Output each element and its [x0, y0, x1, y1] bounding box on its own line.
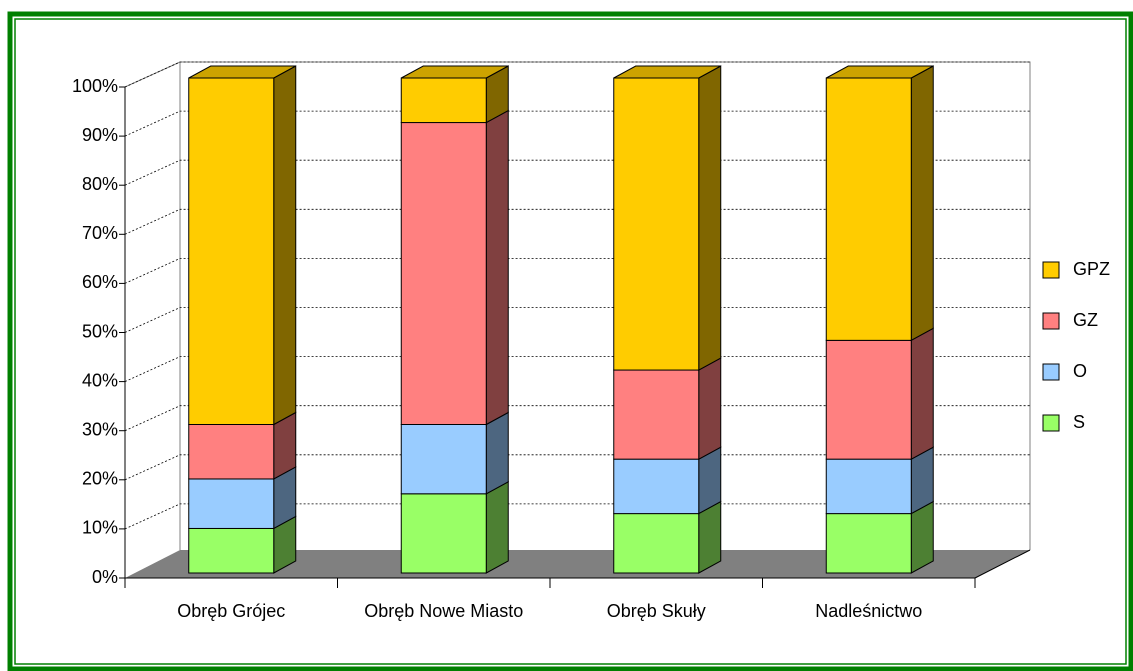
bar	[400, 122, 487, 426]
bar-side	[910, 65, 934, 342]
bar-side	[698, 65, 722, 371]
bar	[188, 77, 275, 425]
bar-side	[485, 480, 509, 574]
y-tick-label: 30%	[82, 419, 118, 439]
floor	[125, 550, 1030, 578]
y-tick-label: 100%	[72, 76, 118, 96]
bar	[400, 77, 487, 124]
bar	[613, 77, 700, 371]
grid-line	[124, 208, 1030, 235]
bar	[613, 513, 700, 574]
bar-side	[698, 357, 722, 460]
bar	[613, 458, 700, 515]
bar	[188, 527, 275, 574]
bar	[400, 493, 487, 574]
bar-top	[188, 65, 296, 79]
y-tick-label: 10%	[82, 518, 118, 538]
bar	[825, 339, 912, 460]
x-tick-label: Obręb Grójec	[177, 601, 285, 621]
legend-label: S	[1073, 412, 1085, 432]
bar	[613, 369, 700, 460]
bar	[400, 424, 487, 495]
grid-line	[124, 307, 1030, 333]
bar-top	[613, 65, 721, 79]
bar-side	[485, 411, 509, 495]
bar-side	[910, 327, 934, 460]
legend-swatch	[1042, 363, 1060, 381]
y-tick-label: 20%	[82, 469, 118, 489]
grid-line	[124, 257, 1030, 284]
bar-top	[826, 65, 934, 79]
legend-label: O	[1073, 361, 1087, 381]
y-tick-label: 40%	[82, 370, 118, 390]
x-tick-label: Obręb Skuły	[607, 601, 706, 621]
legend-swatch	[1042, 261, 1060, 279]
x-axis-depth	[974, 549, 1031, 579]
y-tick-label: 50%	[82, 321, 118, 341]
x-tick-label: Obręb Nowe Miasto	[364, 601, 523, 621]
y-tick-label: 80%	[82, 174, 118, 194]
legend-swatch	[1042, 414, 1060, 432]
bar	[188, 478, 275, 529]
bar	[188, 424, 275, 480]
grid-line	[124, 61, 1030, 88]
y-tick-label: 90%	[82, 125, 118, 145]
bar-side	[485, 109, 509, 426]
grid-line	[124, 503, 1030, 530]
grid-line	[124, 110, 1030, 137]
grid-line	[124, 405, 1030, 432]
x-tick-label: Nadleśnictwo	[815, 601, 922, 621]
legend-label: GPZ	[1073, 259, 1110, 279]
frame-inner	[14, 18, 1127, 665]
y-tick-label: 0%	[92, 567, 118, 587]
bar	[825, 513, 912, 574]
legend-label: GZ	[1073, 310, 1098, 330]
grid-line	[124, 159, 1030, 186]
grid-line	[124, 454, 1030, 481]
bar	[825, 77, 912, 341]
bar-top	[401, 65, 509, 79]
bar	[825, 458, 912, 515]
grid-line	[124, 356, 1030, 382]
bar-side	[273, 65, 297, 426]
y-tick-label: 60%	[82, 272, 118, 292]
y-tick-label: 70%	[82, 223, 118, 243]
legend-swatch	[1042, 312, 1060, 330]
